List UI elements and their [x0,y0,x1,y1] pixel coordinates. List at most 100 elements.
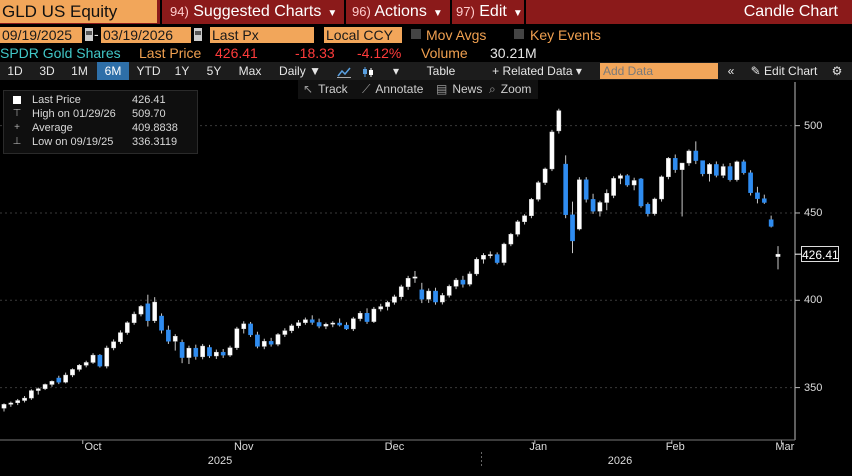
candle-body [357,313,363,319]
related-data-menu[interactable]: + Related Data ▾ [478,62,596,80]
mov-avgs-checkbox[interactable] [411,29,421,39]
news-icon: ▤ [436,82,448,96]
candle [515,219,521,237]
suggested-charts-menu[interactable]: 94) Suggested Charts ▼ [170,0,337,24]
candle-body [152,301,158,321]
candle [487,251,493,259]
chart-style-dropdown[interactable]: ▾ [385,62,407,80]
candle-body [426,290,431,300]
candle [679,162,685,217]
candle-body [268,341,274,345]
chart-tools-bar [298,80,538,99]
average-marker-icon: + [14,122,20,133]
candle [316,318,322,329]
candle-body [111,341,116,349]
period-button[interactable]: 1Y [174,64,190,78]
pencil-icon: ✎ [750,64,761,78]
period-button[interactable]: 6M [97,62,129,80]
end-date-input[interactable]: 03/19/2026 [101,27,191,43]
current-price-tag: 426.41 [801,246,839,263]
period-button[interactable]: Max [238,64,262,78]
candle [700,160,705,177]
candle-body [433,290,438,303]
candle-body [63,374,68,383]
calendar-icon[interactable] [194,28,202,41]
white-square-icon [13,96,21,104]
candle [570,201,575,254]
calendar-icon[interactable] [85,28,93,41]
candle-body [248,323,253,336]
table-button[interactable]: Table [426,64,456,78]
candle-body [145,303,151,321]
candle [166,325,171,344]
candle-body [741,161,747,174]
candle [398,284,404,300]
collapse-icon[interactable]: « [727,64,735,78]
candle-body [90,354,96,363]
start-date-input[interactable]: 09/19/2025 [0,27,82,43]
news-tool[interactable]: ▤ News [436,81,482,98]
actions-menu[interactable]: 96) Actions ▼ [352,0,443,24]
candle-body [487,254,493,256]
menu-number: 96) [352,4,371,19]
key-events-checkbox[interactable] [514,29,524,39]
volume-label: Volume [421,45,468,61]
candle [104,345,110,369]
legend-average: + Average 409.8838 [4,121,197,135]
candle-body [611,178,616,196]
frequency-select[interactable]: Daily ▼ [272,62,328,80]
track-tool[interactable]: ↖ Track [303,81,348,98]
candle [604,189,610,211]
candle-body [289,325,295,331]
candle-body [604,193,610,203]
candle-body [214,351,219,357]
candle [775,246,781,270]
candle [714,161,719,178]
candle [303,317,308,325]
menu-label: Edit [479,3,507,20]
annotate-tool[interactable]: ⟋ Annotate [362,81,423,98]
x-tick-label: Nov [233,441,254,453]
mov-avgs-label[interactable]: Mov Avgs [426,27,487,43]
period-button[interactable]: 1M [71,64,88,78]
candle-body [570,214,575,242]
candle [652,197,658,216]
candle-body [49,381,55,385]
period-button[interactable]: 3D [39,64,55,78]
caret-down-icon: ▾ [575,64,582,78]
candle [220,349,226,358]
title-separator [524,0,526,24]
candle-body [138,306,144,315]
price-field-select[interactable]: Last Px [210,27,314,43]
ticker-field[interactable]: GLD US Equity [0,0,157,23]
legend-value: 409.8838 [132,122,178,134]
edit-chart-button[interactable]: ✎ Edit Chart [742,62,826,80]
key-events-label[interactable]: Key Events [530,27,601,43]
candle-body [124,322,130,333]
candle-body [624,175,630,186]
add-data-input[interactable]: Add Data [600,63,718,79]
candle-body [378,306,384,310]
line-chart-icon[interactable] [333,62,355,80]
caret-down-icon: ▾ [392,64,400,78]
period-button[interactable]: 5Y [206,64,222,78]
legend-key: High on 01/29/26 [32,108,116,120]
candle [357,311,363,322]
candle [200,343,205,360]
candle-chart-icon[interactable] [357,62,379,80]
candle-body [652,198,658,214]
candle [672,154,678,173]
candle-body [220,351,226,356]
candle [145,294,151,327]
period-button[interactable]: 1D [7,64,23,78]
edit-menu[interactable]: 97) Edit ▼ [456,0,523,24]
currency-select[interactable]: Local CCY [324,27,402,43]
edit-chart-label: Edit Chart [764,64,818,78]
candle [289,323,295,334]
candle [42,383,48,391]
zoom-tool[interactable]: ⌕ Zoom [489,81,531,98]
period-button[interactable]: YTD [136,64,161,78]
candle [645,202,651,217]
gear-icon[interactable]: ⚙ [831,64,843,78]
